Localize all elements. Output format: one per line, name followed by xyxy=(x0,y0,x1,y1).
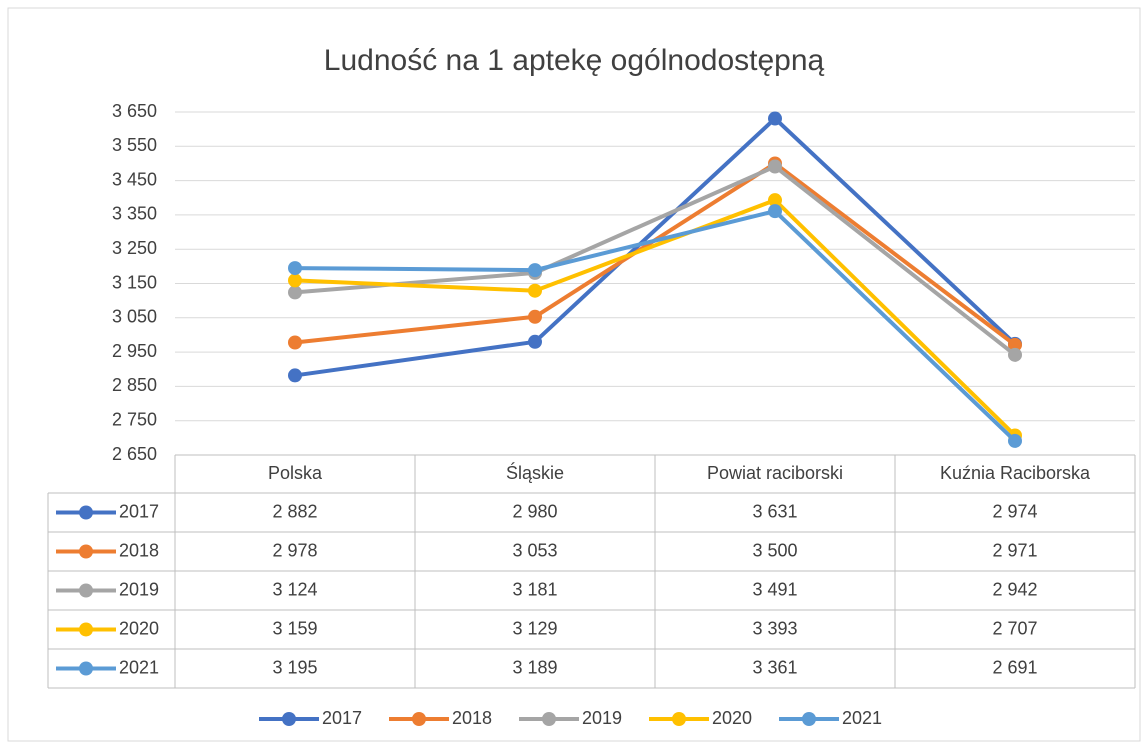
series-line xyxy=(294,198,1017,437)
table-cell: 2 980 xyxy=(512,501,557,521)
legend-marker xyxy=(282,712,296,726)
legend-label: 2019 xyxy=(582,708,622,728)
marker xyxy=(288,335,302,350)
series-line xyxy=(294,116,1017,378)
marker xyxy=(288,368,302,383)
marker xyxy=(528,263,542,278)
y-tick-label: 2 650 xyxy=(112,444,157,464)
table-cell: 3 181 xyxy=(512,579,557,599)
y-tick-label: 2 750 xyxy=(112,409,157,429)
table-cell: 2 974 xyxy=(992,501,1037,521)
x-tick-label: Powiat raciborski xyxy=(707,463,843,483)
table-series-name: 2019 xyxy=(119,579,159,599)
table-legend-marker xyxy=(79,622,93,637)
table-cell: 3 361 xyxy=(752,657,797,677)
x-tick-label: Polska xyxy=(268,463,323,483)
table-cell: 3 631 xyxy=(752,501,797,521)
table-cell: 2 942 xyxy=(992,579,1037,599)
chart-title: Ludność na 1 aptekę ogólnodostępną xyxy=(324,44,825,77)
table-cell: 3 124 xyxy=(272,579,317,599)
chart-border xyxy=(7,7,1141,742)
table-cell: 3 053 xyxy=(512,540,557,560)
series-line xyxy=(294,209,1017,443)
table-cell: 3 500 xyxy=(752,540,797,560)
table-cell: 3 393 xyxy=(752,618,797,638)
table-legend-marker xyxy=(79,583,93,598)
y-tick-label: 2 950 xyxy=(112,341,157,361)
marker xyxy=(528,283,542,298)
table-series-name: 2017 xyxy=(119,501,159,521)
legend-marker xyxy=(672,712,686,726)
y-tick-label: 3 150 xyxy=(112,272,157,292)
table-cell: 2 882 xyxy=(272,501,317,521)
marker xyxy=(528,309,542,324)
legend-label: 2021 xyxy=(842,708,882,728)
table-cell: 2 707 xyxy=(992,618,1037,638)
legend-marker xyxy=(542,712,556,726)
y-tick-label: 3 550 xyxy=(112,135,157,155)
legend-label: 2020 xyxy=(712,708,752,728)
table-series-name: 2018 xyxy=(119,540,159,560)
table-legend-marker xyxy=(79,544,93,559)
marker xyxy=(768,204,782,219)
y-tick-label: 3 050 xyxy=(112,307,157,327)
table-cell: 3 189 xyxy=(512,657,557,677)
table-cell: 2 971 xyxy=(992,540,1037,560)
marker xyxy=(768,159,782,174)
marker xyxy=(528,334,542,349)
y-tick-label: 3 350 xyxy=(112,204,157,224)
table-cell: 3 195 xyxy=(272,657,317,677)
legend-marker xyxy=(802,712,816,726)
table-cell: 2 978 xyxy=(272,540,317,560)
legend-label: 2018 xyxy=(452,708,492,728)
table-cell: 3 129 xyxy=(512,618,557,638)
marker xyxy=(768,193,782,208)
table-cell: 3 491 xyxy=(752,579,797,599)
table-legend-marker xyxy=(79,505,93,520)
marker xyxy=(288,273,302,288)
table-cell: 3 159 xyxy=(272,618,317,638)
marker xyxy=(1008,337,1022,352)
legend-label: 2017 xyxy=(322,708,362,728)
marker xyxy=(768,111,782,126)
y-tick-label: 3 650 xyxy=(112,101,157,121)
table-series-name: 2021 xyxy=(119,657,159,677)
marker xyxy=(288,285,302,300)
table-cell: 2 691 xyxy=(992,657,1037,677)
y-tick-label: 3 450 xyxy=(112,169,157,189)
x-tick-label: Kuźnia Raciborska xyxy=(940,463,1091,483)
marker xyxy=(288,261,302,276)
table-series-name: 2020 xyxy=(119,618,159,638)
y-tick-label: 2 850 xyxy=(112,375,157,395)
marker xyxy=(1008,433,1022,448)
series-line xyxy=(294,164,1017,357)
y-tick-label: 3 250 xyxy=(112,238,157,258)
x-tick-label: Śląskie xyxy=(506,462,564,483)
marker xyxy=(1008,347,1022,362)
table-legend-marker xyxy=(79,661,93,676)
legend-marker xyxy=(412,712,426,726)
